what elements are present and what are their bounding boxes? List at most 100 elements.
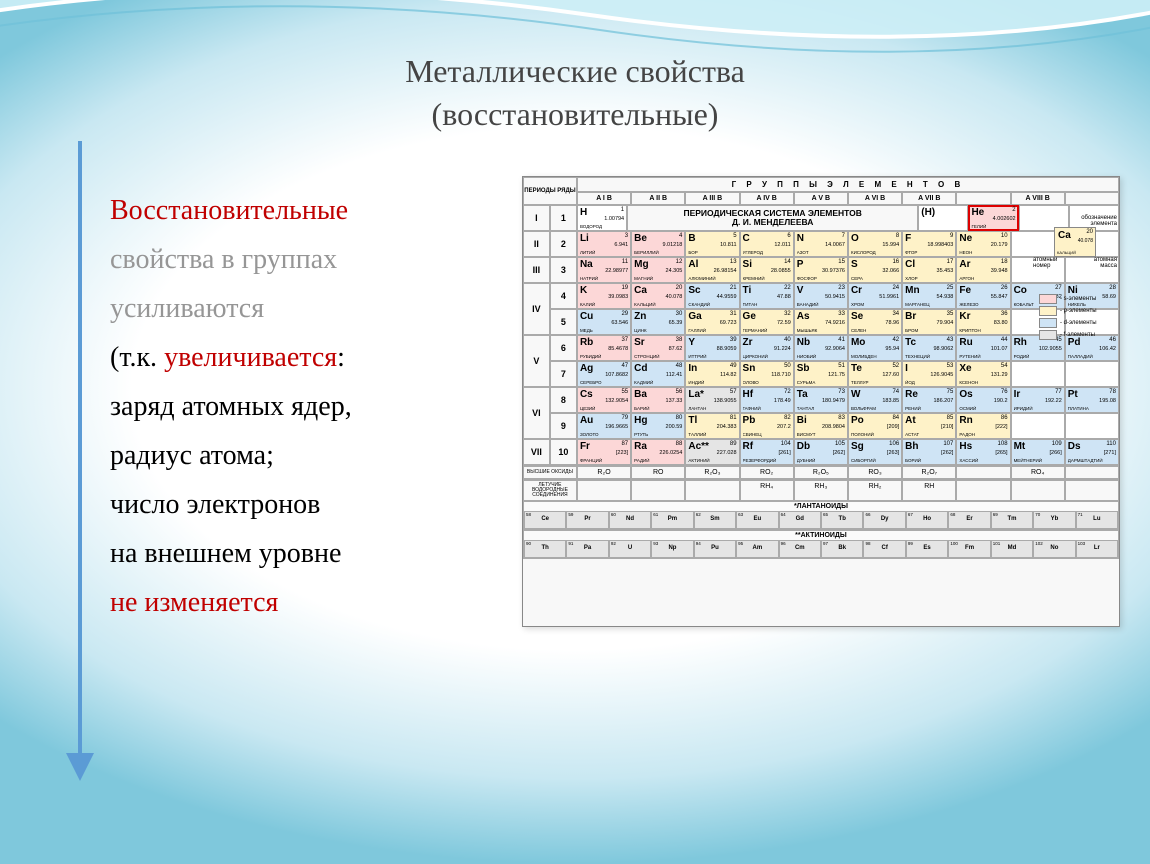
text-line-5: заряд атомных ядер,: [110, 382, 512, 431]
pt-cell: Ba56137.33БАРИЙ: [631, 387, 685, 413]
oxides-cell: RO₂: [740, 466, 794, 479]
row-number: 7: [550, 361, 577, 387]
period-label: I: [523, 205, 550, 231]
lant-cell: 60Nd: [609, 511, 651, 529]
pt-row: Au79196.9665ЗОЛОТОHg80200.59РТУТЬTl81204…: [577, 413, 1119, 439]
body-text: Восстановительные свойства в группах уси…: [110, 186, 512, 627]
pt-cell: In49114.82ИНДИЙ: [685, 361, 739, 387]
group-label: A VIII B: [1011, 192, 1065, 205]
pt-cell: Mg1224.305МАГНИЙ: [631, 257, 685, 283]
pt-cell: V2350.9415ВАНАДИЙ: [794, 283, 848, 309]
text-black-2: :: [337, 342, 345, 373]
pt-cell: As3374.9216МЫШЬЯК: [794, 309, 848, 335]
pt-cell: Mo4295.94МОЛИБДЕН: [848, 335, 902, 361]
pt-row: Cs55132.9054ЦЕЗИЙBa56137.33БАРИЙLa*57138…: [577, 387, 1119, 413]
pt-cell: Hf72178.49ГАФНИЙ: [740, 387, 794, 413]
pt-cell: Pt78195.08ПЛАТИНА: [1065, 387, 1119, 413]
text-line-6: радиус атома;: [110, 431, 512, 480]
pt-cell: Y3988.9059ИТТРИЙ: [685, 335, 739, 361]
row-number: 6: [550, 335, 577, 361]
pt-cell: Rb3785.4678РУБИДИЙ: [577, 335, 631, 361]
pt-cell: Ac**89227.028АКТИНИЙ: [685, 439, 739, 465]
pt-cell: Rf104[261]РЕЗЕРФОРДИЙ: [740, 439, 794, 465]
text-red-2: увеличивается: [164, 342, 337, 373]
pt-rows-col: 12345678910: [550, 205, 577, 465]
pt-cell: Sn50118.710ОЛОВО: [740, 361, 794, 387]
oxides-row: ВЫСШИЕ ОКСИДЫ R₂OROR₂O₃RO₂R₂O₅RO₃R₂O₇RO₄: [523, 465, 1119, 479]
hydrides-cell: [685, 480, 739, 501]
pt-cell: Kr3683.80КРИПТОН: [956, 309, 1010, 335]
group-label: A VII B: [902, 192, 956, 205]
lant-cell: 59Pr: [566, 511, 608, 529]
group-label: [956, 192, 1010, 205]
pt-cell: Ga3169.723ГАЛЛИЙ: [685, 309, 739, 335]
pt-cell: Sc2144.9559СКАНДИЙ: [685, 283, 739, 309]
pt-cell-empty: [1065, 413, 1119, 439]
pt-cell: Zr4091.224ЦИРКОНИЙ: [740, 335, 794, 361]
pt-cell: Fr87[223]ФРАНЦИЙ: [577, 439, 631, 465]
pt-cell: Cr2451.9961ХРОМ: [848, 283, 902, 309]
pt-cell: P1530.97376ФОСФОР: [794, 257, 848, 283]
periodic-table: ПЕРИОДЫ РЯДЫ Г Р У П П Ы Э Л Е М Е Н Т О…: [522, 176, 1120, 627]
pt-cell-empty: [1011, 413, 1065, 439]
pt-cell: La*57138.9055ЛАНТАН: [685, 387, 739, 413]
pt-cell: Zn3065.39ЦИНК: [631, 309, 685, 335]
group-label: A I B: [577, 192, 631, 205]
pt-cell: Br3579.904БРОМ: [902, 309, 956, 335]
pt-cell: Cl1735.453ХЛОР: [902, 257, 956, 283]
pt-cell: He24.002602ГЕЛИЙ: [968, 205, 1018, 231]
oxides-cell: [956, 466, 1010, 479]
pt-cell: F918.998403ФТОР: [902, 231, 956, 257]
legend-item: - f-элементы: [1039, 330, 1115, 340]
pt-cell: Xe54131.29КСЕНОН: [956, 361, 1010, 387]
lant-cell: 62Sm: [694, 511, 736, 529]
pt-cell: Al1326.98154АЛЮМИНИЙ: [685, 257, 739, 283]
pt-cell: H11.00794ВОДОРОД: [577, 205, 627, 231]
pt-cell: C612.011УГЛЕРОД: [740, 231, 794, 257]
pt-cell: Hs108[265]ХАССИЙ: [956, 439, 1010, 465]
pt-cell: Ru44101.07РУТЕНИЙ: [956, 335, 1010, 361]
oxides-label: ВЫСШИЕ ОКСИДЫ: [523, 466, 577, 479]
pt-cell: B510.811БОР: [685, 231, 739, 257]
legend: - s-элементы- p-элементы- d-элементы- f-…: [1039, 292, 1115, 342]
hydrides-cell: RH₄: [740, 480, 794, 501]
pt-cell: Ti2247.88ТИТАН: [740, 283, 794, 309]
pt-cell: Nb4192.9064НИОБИЙ: [794, 335, 848, 361]
oxides-cell: RO: [631, 466, 685, 479]
period-label: IV: [523, 283, 550, 335]
lant-cell: 70Yb: [1033, 511, 1075, 529]
act-cell: 100Fm: [948, 540, 990, 558]
act-cell: 94Pu: [694, 540, 736, 558]
pt-cell: Hg80200.59РТУТЬ: [631, 413, 685, 439]
row-number: 3: [550, 257, 577, 283]
oxides-cell: RO₃: [848, 466, 902, 479]
pt-cell: Be49.01218БЕРИЛЛИЙ: [631, 231, 685, 257]
row-number: 8: [550, 387, 577, 413]
pt-cell: N714.0067АЗОТ: [794, 231, 848, 257]
oxides-cell: R₂O₃: [685, 466, 739, 479]
pt-cell: Ar1839.948АРГОН: [956, 257, 1010, 283]
oxides-cell: [1065, 466, 1119, 479]
period-label: II: [523, 231, 550, 257]
legend-item: - s-элементы: [1039, 294, 1115, 304]
pt-cell: Si1428.0855КРЕМНИЙ: [740, 257, 794, 283]
main-content: Восстановительные свойства в группах уси…: [0, 136, 1150, 647]
period-label: III: [523, 257, 550, 283]
pt-cell: Li36.941ЛИТИЙ: [577, 231, 631, 257]
hydrides-label: ЛЕТУЧИЕ ВОДОРОДНЫЕ СОЕДИНЕНИЯ: [523, 480, 577, 501]
pt-cell: K1939.0983КАЛИЙ: [577, 283, 631, 309]
act-cell: 96Cm: [779, 540, 821, 558]
text-red-3: не изменяется: [110, 587, 278, 618]
pt-cell: Ra88226.0254РАДИЙ: [631, 439, 685, 465]
pt-cell: Bi83208.9804ВИСМУТ: [794, 413, 848, 439]
lanthanides-title: *ЛАНТАНОИДЫ: [524, 502, 1118, 511]
pt-body: IIIIIIIVVVIVII 12345678910 H11.00794ВОДО…: [523, 205, 1119, 465]
hydrides-cell: [1011, 480, 1065, 501]
pt-cell: Po84[209]ПОЛОНИЙ: [848, 413, 902, 439]
lant-cell: 68Er: [948, 511, 990, 529]
pt-cell: Pb82207.2СВИНЕЦ: [740, 413, 794, 439]
pt-cell: I53126.9045ЙОД: [902, 361, 956, 387]
lant-cell: 61Pm: [651, 511, 693, 529]
pt-cell: At85[210]АСТАТ: [902, 413, 956, 439]
pt-groups-title: Г Р У П П Ы Э Л Е М Е Н Т О В: [577, 177, 1119, 192]
